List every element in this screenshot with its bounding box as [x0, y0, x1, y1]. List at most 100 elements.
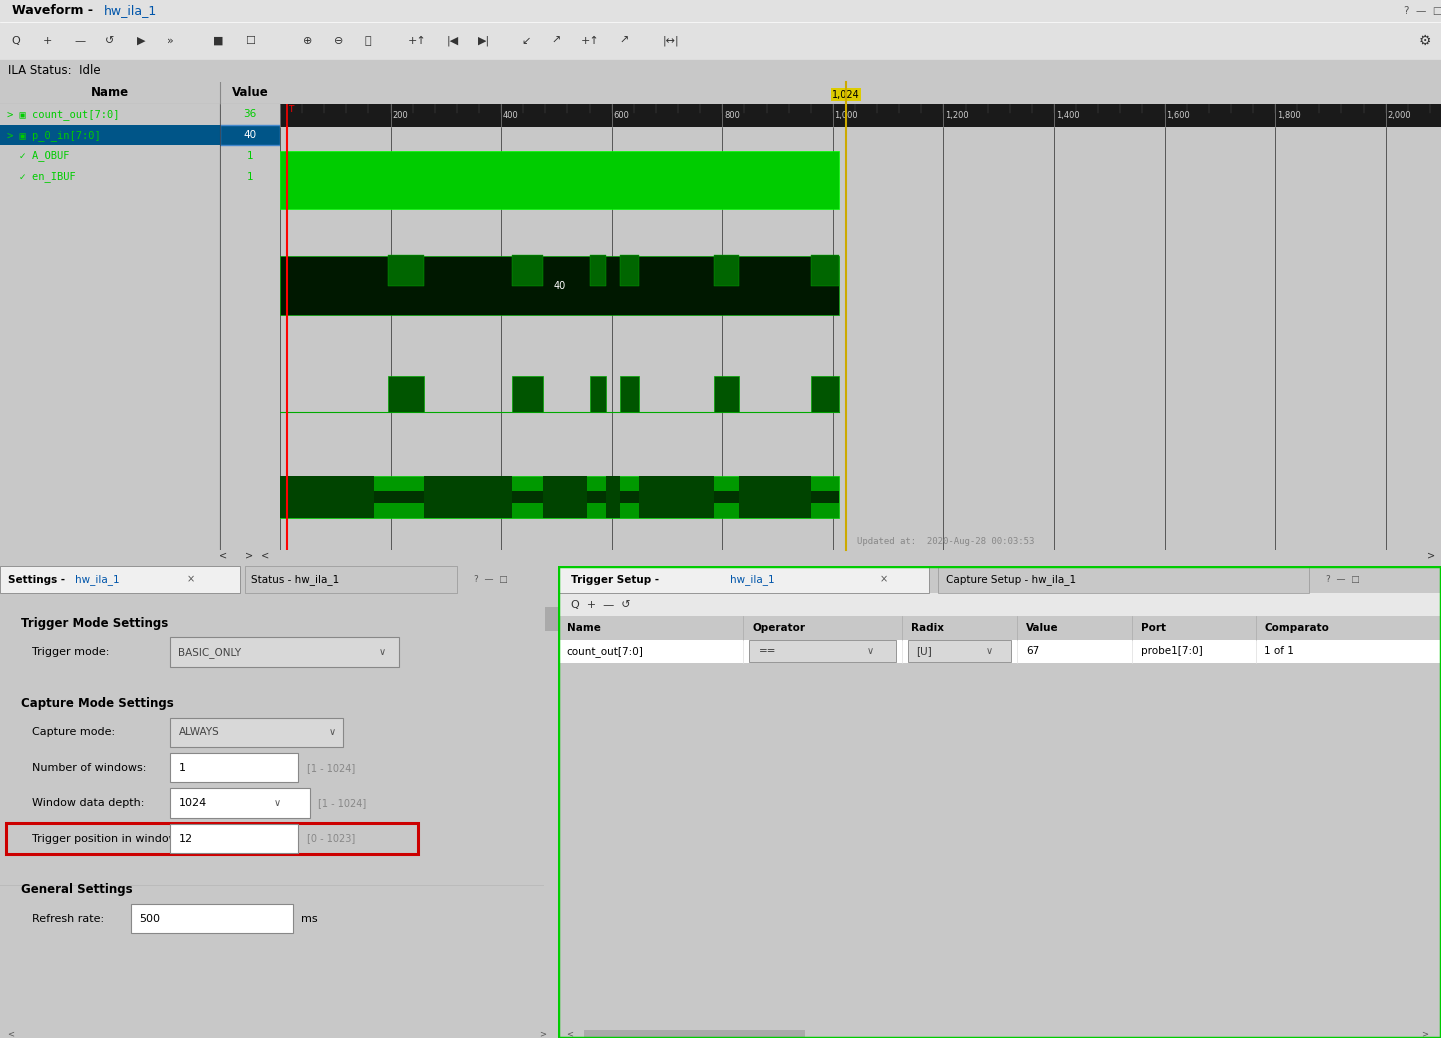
Bar	[558, 1030, 1441, 1038]
Text: Value: Value	[232, 86, 268, 100]
Text: ?  —  □  X: ? — □ X	[1404, 6, 1441, 16]
Text: 1,024: 1,024	[833, 89, 860, 100]
Text: 1: 1	[246, 171, 254, 182]
Text: Capture Setup - hw_ila_1: Capture Setup - hw_ila_1	[947, 574, 1076, 585]
Text: ⊖: ⊖	[334, 36, 344, 46]
Text: Port: Port	[1141, 623, 1166, 633]
Text: 1: 1	[179, 763, 186, 772]
Bar	[811, 255, 840, 285]
Text: 12: 12	[179, 834, 193, 844]
Text: 1,600: 1,600	[1166, 111, 1190, 120]
Text: ==: ==	[759, 646, 777, 656]
Text: [1 - 1024]: [1 - 1024]	[318, 798, 366, 809]
Text: ∨: ∨	[274, 798, 281, 809]
Text: |◀: |◀	[447, 35, 458, 47]
Text: <: <	[566, 1030, 574, 1038]
Text: ⤢: ⤢	[365, 36, 372, 46]
Bar	[6, 823, 418, 853]
FancyBboxPatch shape	[131, 904, 293, 933]
Text: 2,000: 2,000	[1388, 111, 1411, 120]
Bar	[558, 639, 1441, 662]
Bar	[512, 377, 543, 412]
Bar	[558, 617, 1441, 639]
Text: Trigger mode:: Trigger mode:	[32, 647, 110, 657]
Text: Trigger Setup -: Trigger Setup -	[571, 575, 663, 584]
Text: hw_ila_1: hw_ila_1	[75, 574, 120, 585]
Text: [1 - 1024]: [1 - 1024]	[307, 763, 354, 772]
Text: Window data depth:: Window data depth:	[32, 798, 144, 809]
Text: +: +	[43, 36, 53, 46]
Bar	[543, 476, 586, 518]
Text: —: —	[75, 36, 86, 46]
Text: Q: Q	[12, 36, 20, 46]
Text: ↗: ↗	[620, 36, 630, 46]
Text: Trigger Mode Settings: Trigger Mode Settings	[22, 617, 169, 630]
FancyBboxPatch shape	[170, 789, 310, 818]
FancyBboxPatch shape	[170, 754, 298, 783]
Bar	[589, 255, 607, 285]
Text: +↑: +↑	[581, 36, 599, 46]
Text: ∨: ∨	[379, 647, 386, 657]
Bar	[388, 377, 424, 412]
Bar	[512, 255, 543, 285]
Text: 200: 200	[392, 111, 408, 120]
Text: Comparato: Comparato	[1264, 623, 1329, 633]
Text: 1 of 1: 1 of 1	[1264, 646, 1294, 656]
Text: <: <	[7, 1030, 14, 1038]
Bar	[811, 377, 840, 412]
Text: 40: 40	[553, 280, 566, 291]
Bar	[545, 607, 558, 631]
Text: ▶: ▶	[137, 36, 146, 46]
Text: ▶|: ▶|	[478, 35, 490, 47]
Bar	[558, 593, 1441, 617]
Text: Name: Name	[566, 623, 601, 633]
Text: ☐: ☐	[245, 36, 255, 46]
Text: 1024: 1024	[179, 798, 206, 809]
Text: ⊕: ⊕	[303, 36, 313, 46]
Text: ×: ×	[880, 575, 888, 584]
Text: 500: 500	[140, 913, 160, 924]
Bar	[280, 491, 840, 503]
Text: [0 - 1023]: [0 - 1023]	[307, 834, 354, 844]
Text: ∨: ∨	[867, 646, 873, 656]
Text: Settings -: Settings -	[9, 575, 69, 584]
Text: 1,800: 1,800	[1277, 111, 1301, 120]
FancyBboxPatch shape	[170, 824, 298, 853]
Bar	[620, 377, 640, 412]
Text: [U]: [U]	[916, 646, 932, 656]
Bar	[558, 566, 928, 593]
Bar	[388, 255, 424, 285]
Bar	[280, 104, 1441, 127]
Text: 800: 800	[723, 111, 739, 120]
Text: ✓ A_OBUF: ✓ A_OBUF	[7, 151, 69, 161]
Bar	[545, 593, 558, 1038]
Text: >: >	[539, 1030, 546, 1038]
Text: 600: 600	[614, 111, 630, 120]
Text: Refresh rate:: Refresh rate:	[32, 913, 104, 924]
Text: General Settings: General Settings	[22, 883, 133, 897]
Text: hw_ila_1: hw_ila_1	[731, 574, 775, 585]
Text: count_out[7:0]: count_out[7:0]	[566, 646, 643, 657]
Bar	[220, 125, 280, 145]
Text: ■: ■	[213, 36, 223, 46]
Text: >: >	[1427, 551, 1435, 561]
Bar	[620, 255, 640, 285]
Bar	[280, 476, 840, 518]
Bar	[0, 566, 558, 593]
Text: Operator: Operator	[752, 623, 806, 633]
Text: ✓ en_IBUF: ✓ en_IBUF	[7, 171, 75, 182]
Text: Capture Mode Settings: Capture Mode Settings	[22, 696, 174, 710]
Text: |↔|: |↔|	[663, 35, 680, 47]
Text: 1,200: 1,200	[945, 111, 968, 120]
Text: ?  —  □: ? — □	[474, 575, 507, 584]
Bar	[424, 476, 512, 518]
Bar	[0, 566, 239, 593]
Bar	[739, 476, 811, 518]
Bar	[280, 256, 840, 315]
Text: T: T	[288, 105, 293, 114]
Bar	[0, 1030, 558, 1038]
Text: Waveform -: Waveform -	[12, 4, 97, 18]
FancyBboxPatch shape	[170, 637, 399, 666]
Text: 1,400: 1,400	[1056, 111, 1079, 120]
Bar	[0, 125, 220, 145]
